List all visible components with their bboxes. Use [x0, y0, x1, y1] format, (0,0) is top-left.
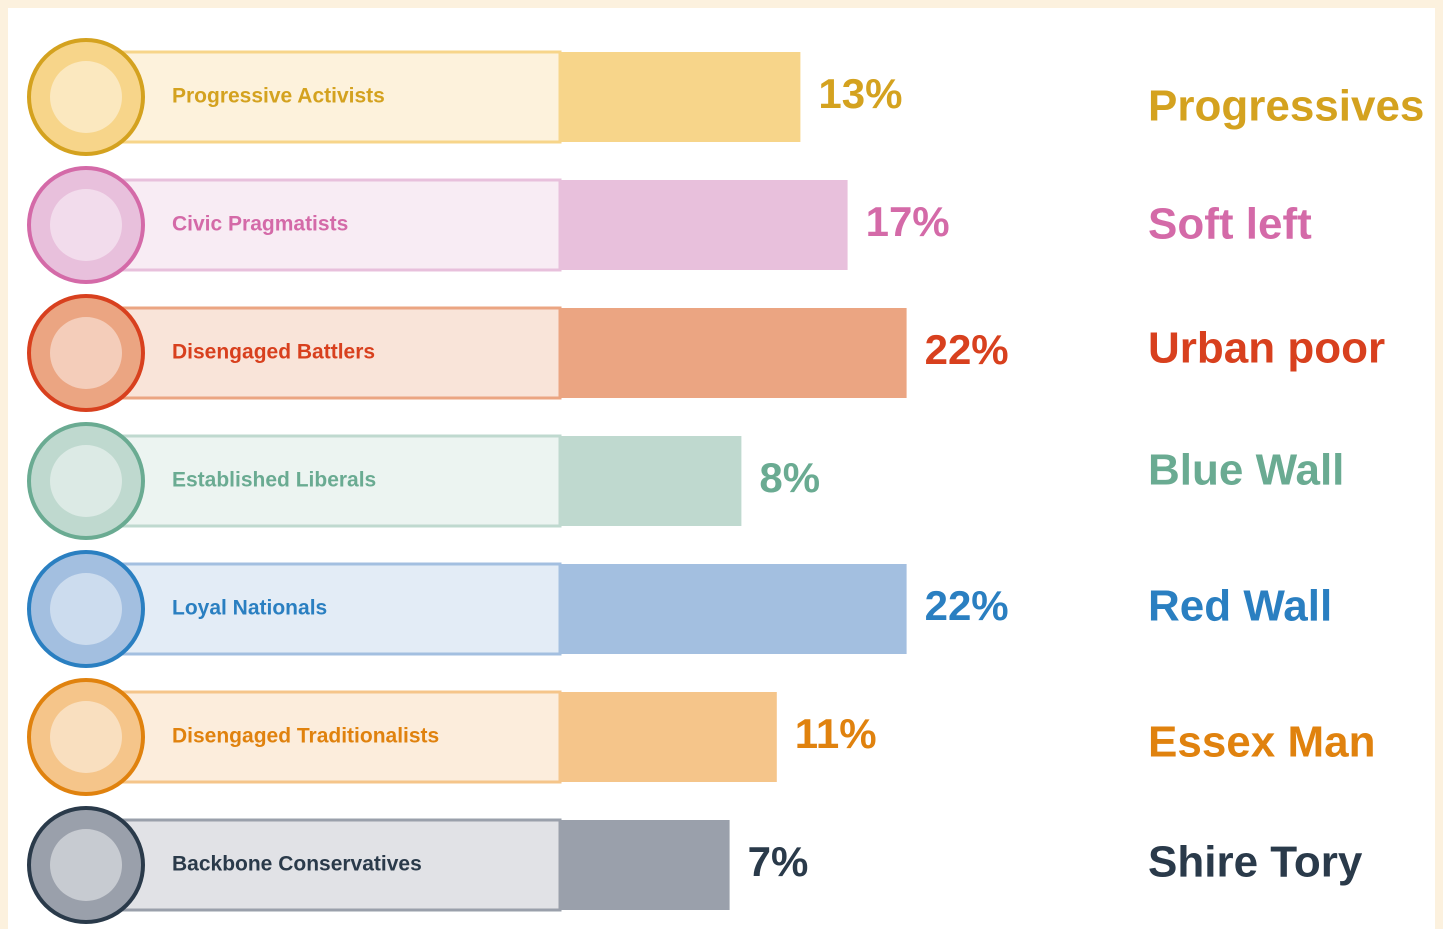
- category-label: Progressive Activists: [172, 85, 385, 108]
- value-label: 8%: [759, 454, 820, 501]
- icon-inner: [50, 317, 122, 389]
- group-label: Progressives: [1148, 82, 1424, 131]
- category-label: Disengaged Traditionalists: [172, 725, 439, 748]
- icon-inner: [50, 445, 122, 517]
- bar: [560, 564, 907, 654]
- group-label: Shire Tory: [1148, 838, 1363, 887]
- icon-inner: [50, 829, 122, 901]
- bar: [560, 692, 777, 782]
- category-label: Civic Pragmatists: [172, 213, 348, 236]
- value-label: 11%: [795, 710, 877, 757]
- group-label: Red Wall: [1148, 582, 1332, 631]
- icon-inner: [50, 701, 122, 773]
- category-label: Disengaged Battlers: [172, 341, 375, 364]
- bar: [560, 436, 741, 526]
- group-label: Blue Wall: [1148, 446, 1344, 495]
- bar: [560, 180, 848, 270]
- icon-inner: [50, 61, 122, 133]
- value-label: 22%: [925, 326, 1009, 373]
- group-label: Urban poor: [1148, 324, 1385, 373]
- value-label: 17%: [866, 198, 950, 245]
- icon-inner: [50, 573, 122, 645]
- group-label: Essex Man: [1148, 718, 1375, 767]
- value-label: 7%: [748, 838, 809, 885]
- value-label: 13%: [818, 70, 902, 117]
- value-label: 22%: [925, 582, 1009, 629]
- chart: Progressive Activists 13% Progressives Civi…: [0, 0, 1443, 929]
- bar: [560, 820, 730, 910]
- icon-inner: [50, 189, 122, 261]
- category-label: Backbone Conservatives: [172, 853, 422, 876]
- group-label: Soft left: [1148, 200, 1312, 249]
- category-label: Established Liberals: [172, 469, 376, 492]
- bar: [560, 308, 907, 398]
- bar: [560, 52, 800, 142]
- category-label: Loyal Nationals: [172, 597, 327, 620]
